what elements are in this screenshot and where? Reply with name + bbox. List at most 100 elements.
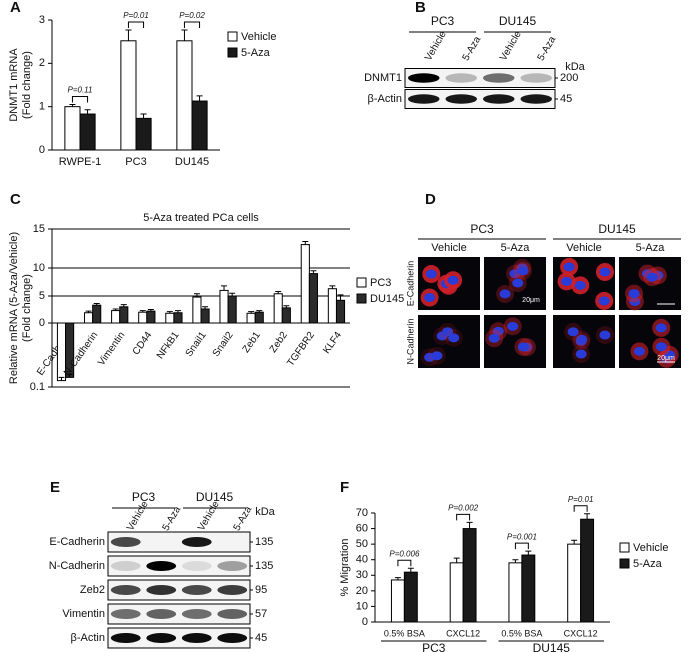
blot-band (110, 633, 141, 643)
nucleus (488, 333, 500, 343)
y-tick-label: 30 (356, 569, 368, 581)
scale-bar-label: 20μm (657, 355, 675, 362)
p-value: P=0.006 (389, 549, 420, 558)
panel-label: D (425, 191, 436, 208)
bar (176, 40, 193, 151)
nucleus (424, 293, 436, 303)
row-label: Zeb2 (80, 584, 105, 596)
y-axis-label: (Fold change) (21, 51, 33, 119)
error-bar (112, 308, 119, 311)
legend-label: 5-Aza (633, 558, 663, 570)
bar (300, 244, 310, 324)
blot-band (408, 73, 440, 83)
y-tick-label: 70 (356, 507, 368, 519)
bar (192, 296, 202, 324)
nucleus (574, 280, 586, 290)
error-bar (196, 95, 203, 102)
p-value: P=0.11 (68, 86, 93, 95)
bar (521, 554, 536, 623)
lane-label: Vehicle (431, 242, 466, 254)
bar (191, 100, 208, 151)
error-bar (202, 306, 209, 309)
error-bar (310, 270, 317, 274)
nucleus (655, 323, 667, 333)
error-bar (275, 291, 282, 294)
bar (246, 312, 256, 324)
bar (111, 310, 121, 324)
y-tick-label: 1 (39, 101, 45, 113)
lane-label: 5-Aza (536, 34, 559, 63)
nucleus (517, 266, 529, 276)
bar (64, 106, 81, 151)
bar (390, 579, 405, 623)
panel-label: A (10, 0, 21, 16)
bar (580, 518, 595, 623)
y-axis-label: (Fold change) (21, 274, 33, 342)
legend-swatch (227, 47, 238, 58)
bar (120, 40, 137, 151)
legend-swatch (356, 293, 367, 304)
nucleus (563, 262, 575, 272)
p-bracket (71, 96, 89, 103)
x-tick-label: Snail1 (184, 330, 209, 359)
group-label: PC3 (431, 14, 455, 28)
legend-swatch (356, 277, 367, 288)
y-tick-label: 40 (356, 554, 368, 566)
x-tick-label: CD44 (131, 330, 155, 358)
group-label: DU145 (499, 14, 537, 28)
p-value: P=0.002 (448, 503, 479, 512)
error-bar (453, 557, 460, 563)
error-bar (166, 311, 173, 314)
blot-band (520, 94, 552, 104)
x-tick-label: CXCL12 (564, 628, 598, 638)
bar (567, 543, 582, 623)
p-bracket (127, 21, 145, 28)
blot-band (217, 633, 248, 643)
nucleus (598, 296, 610, 306)
error-bar (174, 310, 181, 313)
x-tick-label: Zeb2 (268, 330, 290, 355)
bar (92, 304, 102, 324)
bar (200, 308, 210, 324)
row-label: N-Cadherin (405, 318, 415, 364)
blot-band (146, 585, 177, 595)
y-tick-label: 10 (33, 262, 45, 274)
nucleus (567, 327, 579, 337)
error-bar (193, 293, 200, 298)
lane-label: Vehicle (423, 29, 449, 63)
x-tick-label: CXCL12 (446, 628, 480, 638)
row-label: E-Cadherin (49, 536, 105, 548)
error-bar (394, 577, 401, 580)
lane-label: 5-Aza (461, 34, 484, 63)
nucleus (576, 334, 588, 344)
blot-band (146, 609, 177, 619)
error-bar (147, 309, 154, 312)
blot-band (146, 561, 177, 571)
bar (135, 117, 152, 151)
p-value: P=0.01 (568, 495, 594, 504)
error-bar (302, 240, 309, 245)
kda-unit: kDa (565, 61, 585, 73)
x-tick-label: KLF4 (321, 330, 344, 356)
bar (227, 295, 237, 324)
error-bar (571, 539, 578, 545)
error-bar (93, 303, 100, 306)
scale-bar-label: 20μm (522, 297, 540, 304)
legend-swatch (227, 31, 238, 42)
legend-label: 5-Aza (241, 47, 271, 59)
error-bar (85, 310, 92, 313)
nucleus (492, 326, 504, 336)
error-bar (84, 109, 91, 115)
blot-band (217, 561, 248, 571)
error-bar (140, 113, 147, 119)
bar (165, 312, 175, 324)
x-tick-label: Snail2 (211, 330, 236, 359)
lane-label: 5-Aza (636, 242, 666, 254)
y-tick-label: 20 (356, 585, 368, 597)
error-bar (229, 292, 236, 296)
nucleus (599, 267, 611, 277)
row-label: N-Cadherin (49, 560, 105, 572)
bar (79, 113, 96, 151)
error-bar (181, 29, 188, 41)
